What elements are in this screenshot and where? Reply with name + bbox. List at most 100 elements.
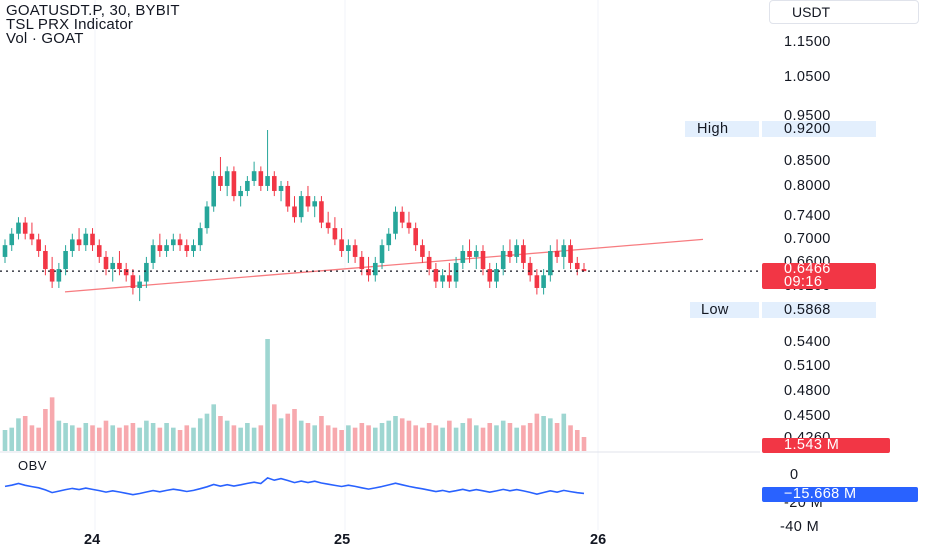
candle-body	[528, 263, 533, 275]
candle-body	[420, 245, 425, 257]
candle-body	[124, 269, 129, 275]
candle	[555, 239, 560, 263]
volume-bar	[306, 423, 311, 451]
volume-bar	[211, 404, 216, 451]
candle-body	[548, 251, 553, 275]
volume-bar	[582, 437, 587, 451]
price-tick: 0.4800	[784, 383, 831, 399]
candle-body	[373, 263, 378, 275]
candle	[184, 239, 189, 257]
candle	[9, 228, 14, 251]
candle	[487, 263, 492, 288]
volume-bar	[259, 425, 264, 451]
candle	[279, 181, 284, 201]
candle	[467, 239, 472, 263]
candle-body	[380, 245, 385, 263]
candle	[548, 245, 553, 281]
candle	[198, 223, 203, 251]
candle	[333, 217, 338, 245]
candle-body	[171, 239, 176, 245]
candle	[158, 234, 163, 257]
volume-bar	[454, 428, 459, 451]
candle-body	[521, 245, 526, 263]
candle	[292, 196, 297, 223]
countdown-timer: 09:16	[784, 276, 876, 289]
candle	[265, 130, 270, 191]
obv-line	[5, 478, 584, 495]
candle-body	[16, 223, 21, 234]
candle-body	[70, 239, 75, 251]
volume-bar	[555, 423, 560, 451]
candle-body	[413, 228, 418, 245]
candle-body	[481, 251, 486, 269]
candle	[393, 206, 398, 239]
volume-bar	[521, 425, 526, 451]
candle-body	[312, 201, 317, 206]
volume-bar	[83, 423, 88, 451]
volume-bar	[171, 428, 176, 451]
candle-body	[319, 201, 324, 222]
candle-body	[386, 234, 391, 245]
volume-bar	[77, 428, 82, 451]
candle	[137, 275, 142, 301]
volume-bar	[447, 421, 452, 451]
candle	[353, 239, 358, 263]
volume-title[interactable]: Vol · GOAT	[6, 31, 84, 46]
volume-bar	[144, 421, 149, 451]
volume-bar	[319, 416, 324, 451]
volume-bar	[252, 428, 257, 451]
low-label-tag: Low	[690, 302, 759, 318]
candle-body	[225, 171, 230, 186]
candle	[110, 257, 115, 282]
candle	[131, 269, 136, 294]
volume-bar	[131, 423, 136, 451]
candle-body	[447, 275, 452, 281]
candle	[562, 239, 567, 269]
volume-bar	[191, 428, 196, 451]
candle	[447, 263, 452, 288]
candle-body	[292, 206, 297, 217]
candle	[474, 245, 479, 269]
volume-bar	[461, 423, 466, 451]
volume-bar	[548, 418, 553, 451]
high-label-tag: High	[685, 121, 759, 137]
volume-bar	[440, 428, 445, 451]
obv-title[interactable]: OBV	[18, 458, 47, 473]
candle-body	[178, 239, 183, 245]
candle-body	[306, 196, 311, 206]
high-value-tag: 0.9200	[762, 121, 876, 137]
candle-body	[353, 245, 358, 257]
volume-bar	[50, 397, 55, 451]
candle-body	[285, 186, 290, 207]
candle	[252, 162, 257, 186]
volume-bar	[346, 425, 351, 451]
volume-bar	[205, 414, 210, 451]
candle-body	[535, 275, 540, 288]
candle	[57, 263, 62, 288]
candle-body	[131, 275, 136, 288]
candle-body	[83, 234, 88, 245]
candle	[70, 234, 75, 257]
candle-body	[393, 212, 398, 234]
candle-body	[272, 176, 277, 191]
candle-body	[541, 275, 546, 288]
volume-bar	[400, 418, 405, 451]
candle	[211, 171, 216, 212]
volume-bar	[124, 425, 129, 451]
volume-bar	[158, 428, 163, 451]
volume-bar	[63, 423, 68, 451]
price-tick: 0.7000	[784, 231, 831, 247]
volume-bar	[225, 421, 230, 451]
price-tick: 1.1500	[784, 34, 831, 50]
price-tick: 0.8500	[784, 153, 831, 169]
candle-body	[50, 269, 55, 282]
candle-body	[245, 181, 250, 191]
candle-body	[232, 171, 237, 196]
volume-bar	[285, 414, 290, 451]
candle	[23, 217, 28, 239]
volume-bar	[487, 423, 492, 451]
candle-body	[205, 206, 210, 228]
candle	[380, 239, 385, 269]
volume-bar	[36, 428, 41, 451]
currency-button[interactable]: USDT	[769, 0, 919, 24]
